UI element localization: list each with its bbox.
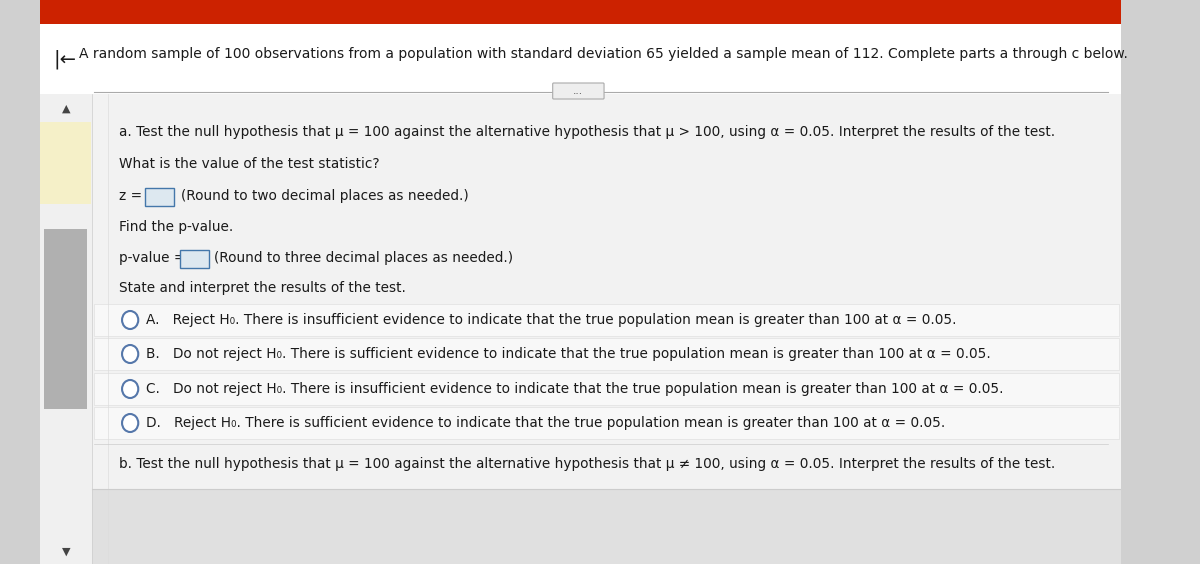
Text: a. Test the null hypothesis that μ = 100 against the alternative hypothesis that: a. Test the null hypothesis that μ = 100… bbox=[119, 125, 1056, 139]
FancyBboxPatch shape bbox=[180, 250, 209, 268]
FancyBboxPatch shape bbox=[145, 188, 174, 206]
Circle shape bbox=[122, 311, 138, 329]
FancyBboxPatch shape bbox=[94, 304, 1120, 336]
Text: ▲: ▲ bbox=[62, 104, 71, 114]
Text: B.   Do not reject H₀. There is sufficient evidence to indicate that the true po: B. Do not reject H₀. There is sufficient… bbox=[146, 347, 991, 361]
FancyBboxPatch shape bbox=[553, 83, 604, 99]
FancyBboxPatch shape bbox=[40, 94, 92, 564]
Circle shape bbox=[122, 380, 138, 398]
Text: D.   Reject H₀. There is sufficient evidence to indicate that the true populatio: D. Reject H₀. There is sufficient eviden… bbox=[146, 416, 946, 430]
Text: A random sample of 100 observations from a population with standard deviation 65: A random sample of 100 observations from… bbox=[79, 47, 1128, 61]
Text: z =: z = bbox=[119, 189, 146, 203]
Text: (Round to three decimal places as needed.): (Round to three decimal places as needed… bbox=[214, 251, 514, 265]
Text: |←: |← bbox=[54, 49, 77, 69]
FancyBboxPatch shape bbox=[43, 229, 86, 409]
Text: What is the value of the test statistic?: What is the value of the test statistic? bbox=[119, 157, 380, 171]
Text: b. Test the null hypothesis that μ = 100 against the alternative hypothesis that: b. Test the null hypothesis that μ = 100… bbox=[119, 457, 1056, 471]
Circle shape bbox=[122, 345, 138, 363]
Text: p-value =: p-value = bbox=[119, 251, 190, 265]
FancyBboxPatch shape bbox=[94, 407, 1120, 439]
Text: ...: ... bbox=[572, 86, 583, 96]
FancyBboxPatch shape bbox=[92, 489, 1121, 564]
Text: A.   Reject H₀. There is insufficient evidence to indicate that the true populat: A. Reject H₀. There is insufficient evid… bbox=[146, 313, 956, 327]
Text: C.   Do not reject H₀. There is insufficient evidence to indicate that the true : C. Do not reject H₀. There is insufficie… bbox=[146, 382, 1004, 396]
FancyBboxPatch shape bbox=[40, 0, 1121, 24]
FancyBboxPatch shape bbox=[40, 122, 90, 204]
Text: Find the p-value.: Find the p-value. bbox=[119, 220, 234, 234]
FancyBboxPatch shape bbox=[92, 94, 1121, 564]
Text: ▼: ▼ bbox=[62, 547, 71, 557]
FancyBboxPatch shape bbox=[40, 24, 1121, 94]
Text: State and interpret the results of the test.: State and interpret the results of the t… bbox=[119, 281, 407, 295]
FancyBboxPatch shape bbox=[94, 338, 1120, 370]
FancyBboxPatch shape bbox=[94, 373, 1120, 405]
Text: (Round to two decimal places as needed.): (Round to two decimal places as needed.) bbox=[181, 189, 468, 203]
Circle shape bbox=[122, 414, 138, 432]
